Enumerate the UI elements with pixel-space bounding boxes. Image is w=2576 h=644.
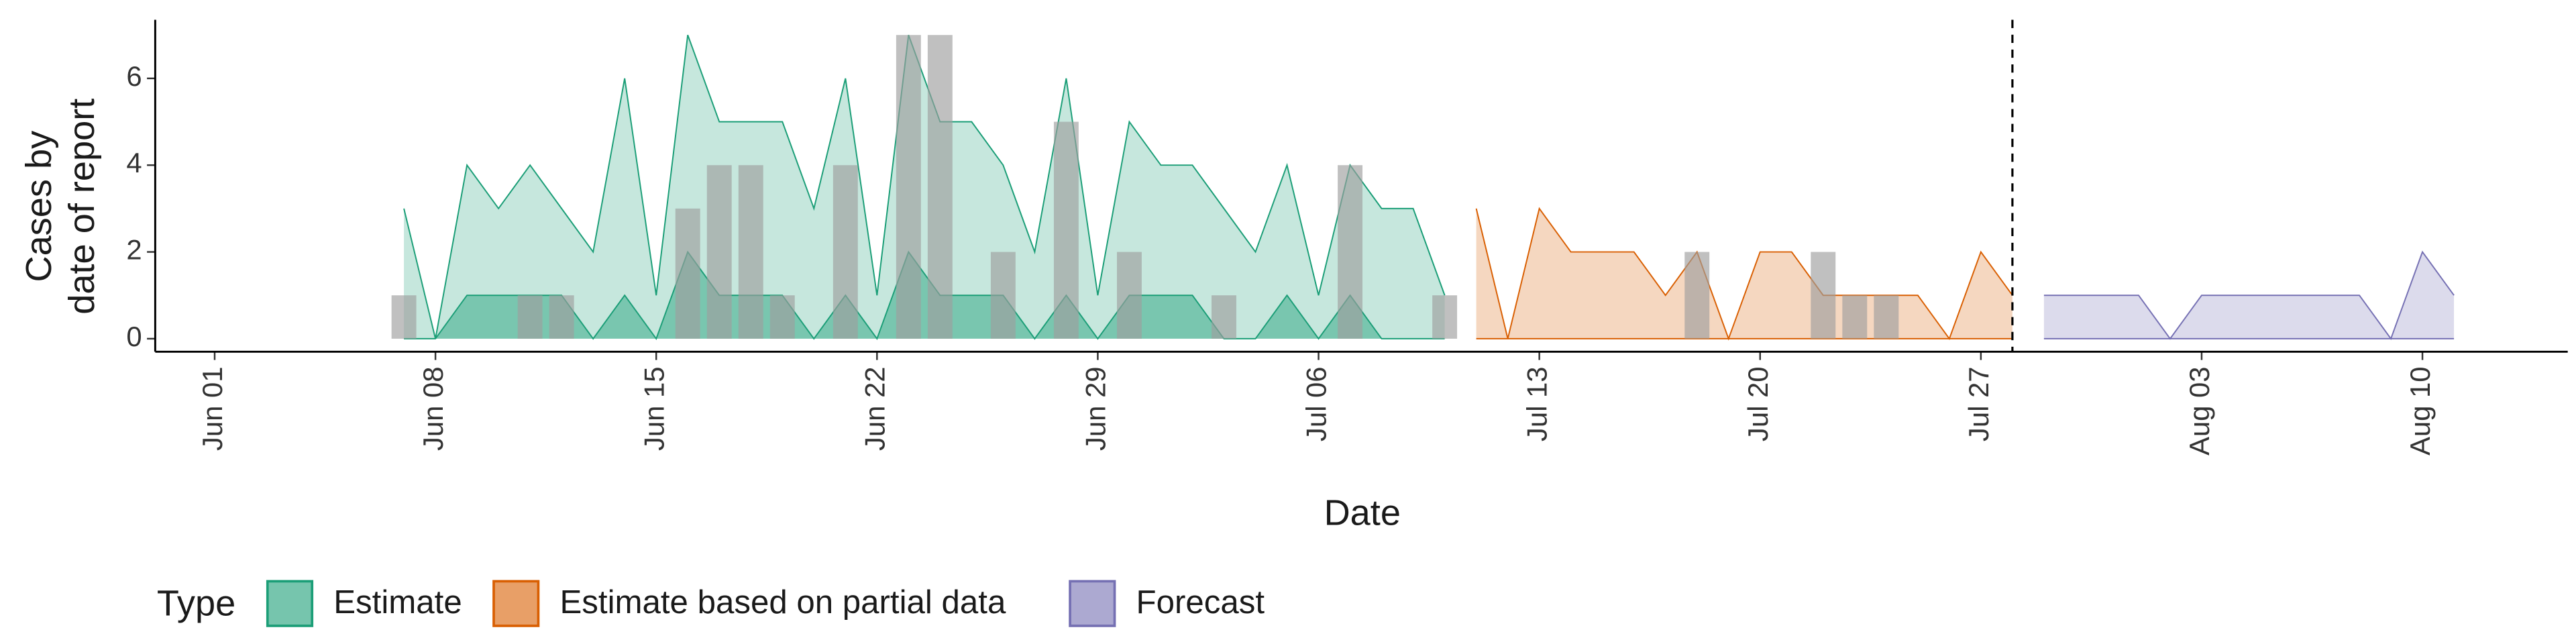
bar [1874, 295, 1899, 339]
bar [896, 35, 921, 339]
x-tick-label: Jun 15 [638, 366, 669, 451]
bar [1842, 295, 1868, 339]
y-axis-title: date of report [62, 99, 102, 315]
x-axis-title: Date [1324, 492, 1401, 533]
bar [1212, 295, 1236, 339]
legend-label: Estimate based on partial data [559, 584, 1006, 621]
bar [549, 295, 574, 339]
legend-label: Estimate [333, 584, 462, 621]
area-line [404, 250, 1445, 340]
bar [1053, 121, 1079, 339]
bar [1432, 295, 1458, 339]
bar [769, 295, 795, 339]
legend-key [266, 580, 314, 627]
y-axis-title: Cases by [19, 131, 59, 282]
bar [1811, 252, 1836, 339]
area-line [1475, 207, 2013, 341]
legend-title: Type [157, 584, 235, 624]
bar [675, 208, 700, 339]
bar [1338, 165, 1363, 339]
x-tick-label: Jun 29 [1079, 366, 1111, 451]
bar [517, 295, 543, 339]
x-tick-label: Jun 22 [859, 366, 890, 451]
x-tick-label: Jun 01 [197, 366, 228, 451]
x-tick-label: Aug 03 [2184, 366, 2215, 455]
bar [990, 252, 1016, 339]
bar [1684, 252, 1710, 339]
x-tick-label: Jul 13 [1521, 366, 1553, 441]
x-tick-label: Jun 08 [417, 366, 449, 451]
y-tick-label: 4 [126, 147, 142, 178]
x-tick-label: Jul 20 [1742, 366, 1774, 441]
area [1476, 208, 2012, 339]
y-tick-label: 0 [126, 321, 142, 352]
bar [391, 295, 417, 339]
bar [706, 165, 732, 339]
bar [927, 35, 953, 339]
legend-key [1069, 580, 1116, 627]
area-line [2043, 250, 2455, 340]
bar [738, 165, 763, 339]
y-tick-label: 2 [126, 234, 142, 266]
bar [1116, 252, 1142, 339]
y-tick-label: 6 [126, 60, 142, 92]
legend-key [492, 580, 540, 627]
x-tick-label: Jul 06 [1301, 366, 1332, 441]
legend-label: Forecast [1136, 584, 1265, 621]
x-tick-label: Jul 27 [1963, 366, 1994, 441]
area [404, 35, 1445, 339]
area-line [403, 34, 1446, 339]
bar [833, 165, 858, 339]
x-tick-label: Aug 10 [2404, 366, 2436, 455]
